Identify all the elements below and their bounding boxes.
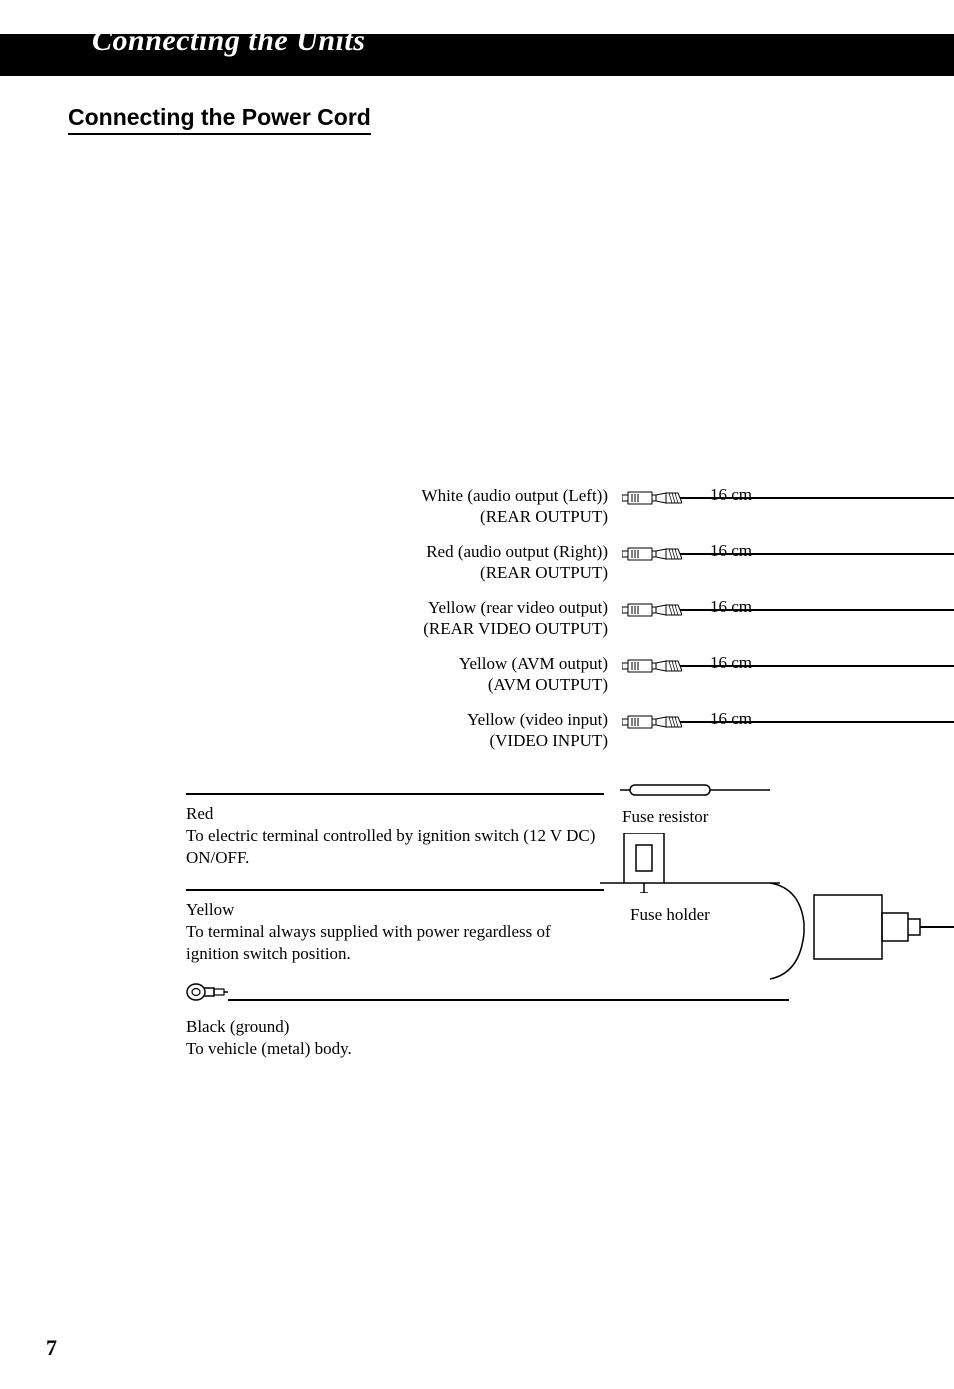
fuse-resistor-icon [620,783,770,801]
rca-connector-icon [622,491,682,505]
cable-length: 16 cm [710,597,752,617]
rca-connector-icon [622,659,682,673]
wire-desc: To terminal always supplied with power r… [186,921,604,965]
cable-label: Yellow (AVM output) (AVM OUTPUT) [420,653,618,696]
rca-connector-icon [622,715,682,729]
header-title: Connecting the Units [92,24,365,58]
cable-label: Yellow (video input) (VIDEO INPUT) [436,709,618,752]
connector-block-icon [770,873,954,988]
cable-label-line1: Yellow (AVM output) [420,653,608,674]
wire-title: Red [186,803,604,825]
cable-label: Red (audio output (Right)) (REAR OUTPUT) [370,541,618,584]
cable-row: White (audio output (Left)) (REAR OUTPUT… [0,485,954,541]
cable-row: Red (audio output (Right)) (REAR OUTPUT)… [0,541,954,597]
cable-row: Yellow (AVM output) (AVM OUTPUT) 16 cm [0,653,954,709]
fuse-resistor-label: Fuse resistor [622,807,708,827]
rca-connector-icon [622,547,682,561]
cable-diagram: White (audio output (Left)) (REAR OUTPUT… [0,485,954,765]
cable-label-line1: Yellow (rear video output) [370,597,608,618]
wire-desc: To vehicle (metal) body. [186,1038,352,1060]
ground-ring-icon [186,983,352,1006]
cable-row: Yellow (video input) (VIDEO INPUT) 16 cm [0,709,954,765]
wire-line [680,721,954,723]
wire-line [680,609,954,611]
wire-line [680,665,954,667]
cable-row: Yellow (rear video output) (REAR VIDEO O… [0,597,954,653]
cable-length: 16 cm [710,653,752,673]
wire-title: Yellow [186,899,604,921]
fuse-holder-label: Fuse holder [630,905,710,925]
rca-connector-icon [622,603,682,617]
wire-line [680,497,954,499]
red-wire-desc: Red To electric terminal controlled by i… [186,803,604,868]
header-bar: Connecting the Units [0,34,954,76]
divider-line [186,793,604,795]
cable-label-line2: (VIDEO INPUT) [436,730,608,751]
divider-line [228,999,789,1001]
cable-label-line1: White (audio output (Left)) [363,485,608,506]
cable-label-line2: (REAR OUTPUT) [363,506,608,527]
cable-length: 16 cm [710,541,752,561]
ground-wire-area: Black (ground) To vehicle (metal) body. [186,983,352,1060]
page-number: 7 [46,1335,57,1361]
section-title: Connecting the Power Cord [68,104,371,135]
wire-desc: To electric terminal controlled by ignit… [186,825,604,869]
wire-line [680,553,954,555]
divider-line [186,889,604,891]
cable-label-line2: (REAR OUTPUT) [370,562,608,583]
cable-label-line1: Yellow (video input) [436,709,608,730]
cable-length: 16 cm [710,709,752,729]
cable-label-line2: (REAR VIDEO OUTPUT) [370,618,608,639]
cable-length: 16 cm [710,485,752,505]
cable-label-line1: Red (audio output (Right)) [370,541,608,562]
black-wire-desc: Black (ground) To vehicle (metal) body. [186,1016,352,1060]
cable-label-line2: (AVM OUTPUT) [420,674,608,695]
cable-label: White (audio output (Left)) (REAR OUTPUT… [363,485,618,528]
wire-title: Black (ground) [186,1016,352,1038]
cable-label: Yellow (rear video output) (REAR VIDEO O… [370,597,618,640]
yellow-wire-desc: Yellow To terminal always supplied with … [186,899,604,964]
fuse-holder-icon [600,833,780,898]
